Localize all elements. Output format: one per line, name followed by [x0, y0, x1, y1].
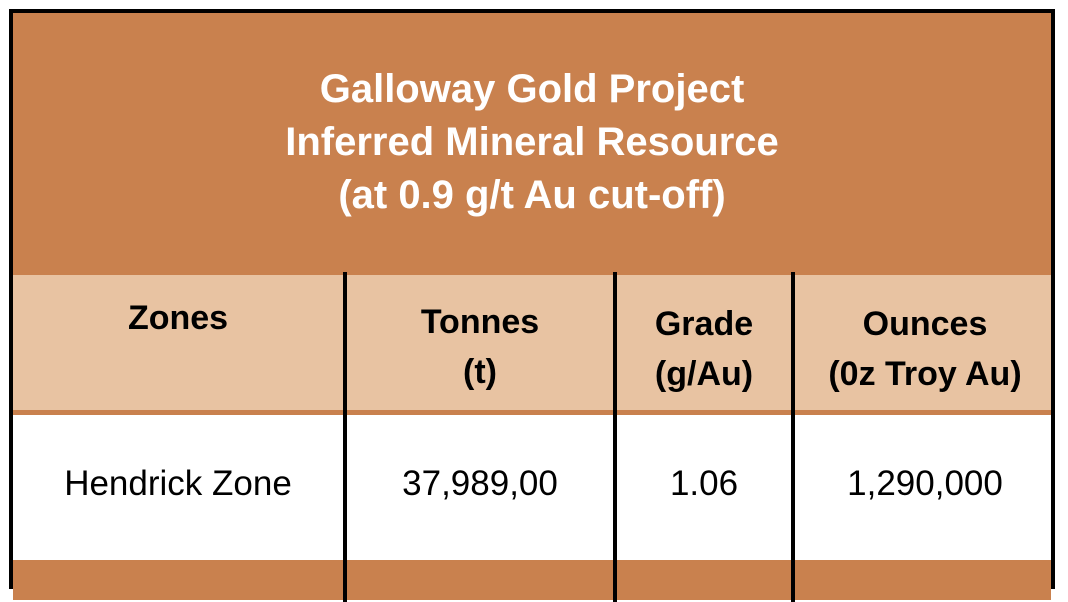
header-row: Zones Tonnes (t) Grade (g/Au) Ounces (0z… — [13, 272, 1051, 415]
header-ounces: Ounces (0z Troy Au) — [795, 275, 1055, 434]
table-title: Galloway Gold Project Inferred Mineral R… — [13, 13, 1051, 272]
header-grade-unit: (g/Au) — [654, 355, 754, 393]
next-row-strip — [13, 560, 1051, 600]
resource-table: Galloway Gold Project Inferred Mineral R… — [9, 9, 1055, 602]
title-line-2: Inferred Mineral Resource — [285, 120, 779, 164]
column-divider — [343, 272, 347, 602]
header-zones-label: Zones — [127, 299, 229, 337]
cell-tonnes: 37,989,00 — [402, 463, 558, 503]
title-line-3: (at 0.9 g/t Au cut-off) — [338, 173, 726, 217]
header-ounces-label: Ounces — [862, 305, 988, 343]
cell-grade: 1.06 — [669, 463, 739, 503]
cell-ounces: 1,290,000 — [847, 463, 1003, 503]
header-tonnes: Tonnes (t) — [347, 275, 613, 432]
header-ounces-unit: (0z Troy Au) — [828, 355, 1022, 393]
table-row: Hendrick Zone 37,989,00 1.06 1,290,000 — [13, 415, 1051, 560]
header-tonnes-label: Tonnes — [420, 303, 540, 341]
header-grade-label: Grade — [654, 305, 754, 343]
header-grade: Grade (g/Au) — [617, 275, 791, 434]
column-divider — [791, 272, 795, 602]
header-zones: Zones — [13, 275, 343, 428]
title-line-1: Galloway Gold Project — [319, 67, 745, 111]
header-tonnes-unit: (t) — [463, 353, 497, 391]
column-divider — [613, 272, 617, 602]
cell-zone: Hendrick Zone — [64, 463, 292, 503]
